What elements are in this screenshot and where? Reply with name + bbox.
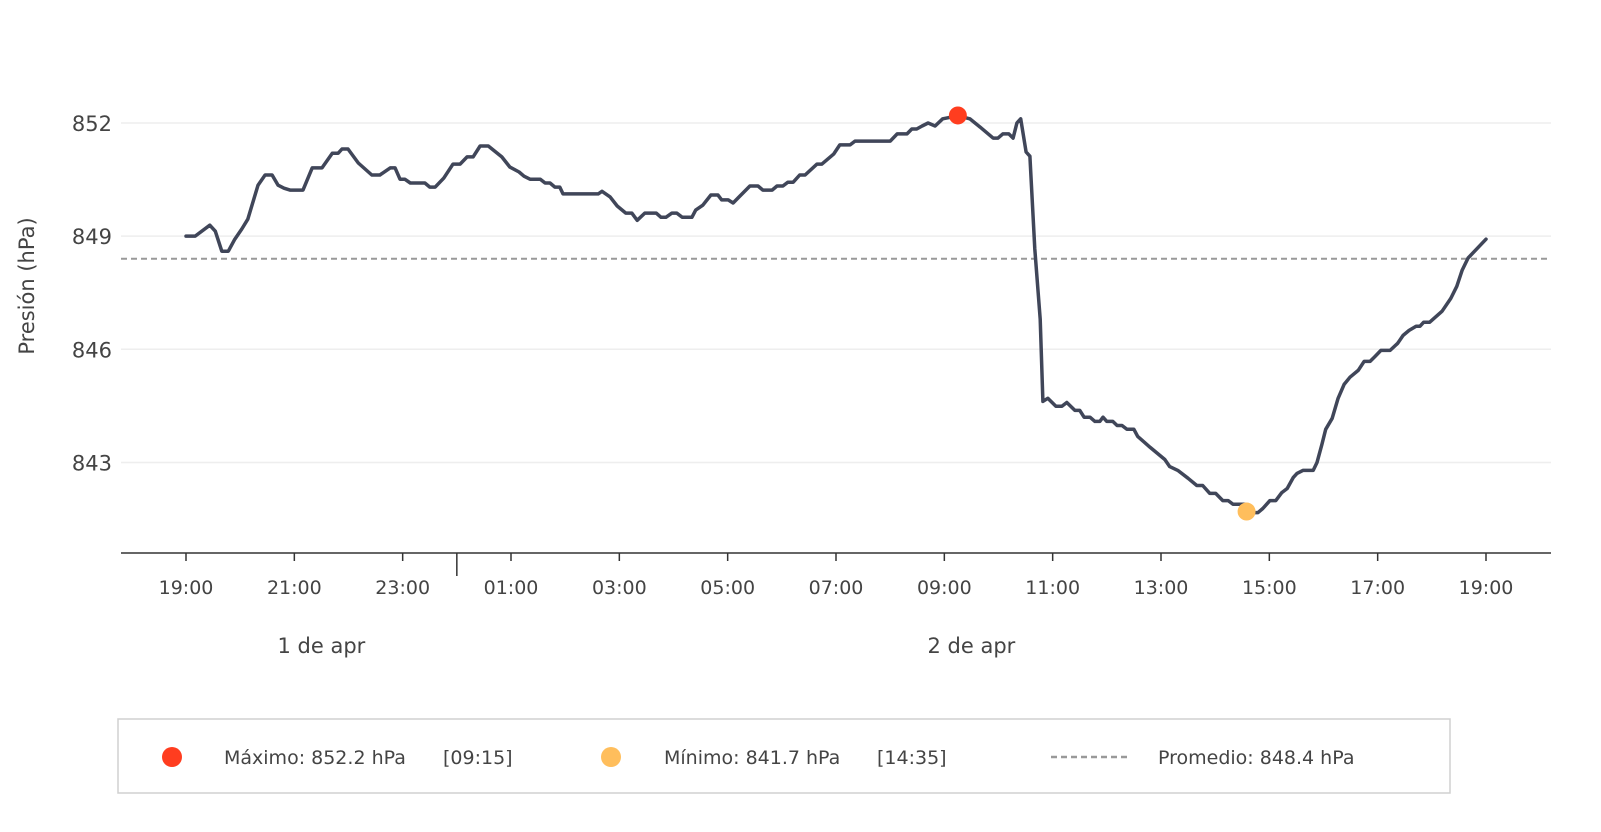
x-tick-label: 19:00: [159, 577, 214, 599]
y-axis-ticks: 843 846 849 852: [72, 112, 112, 475]
day-label: 1 de apr: [278, 634, 366, 658]
x-tick-label: 21:00: [267, 577, 322, 599]
x-tick-label: 03:00: [592, 577, 647, 599]
legend: Máximo: 852.2 hPa [09:15] Mínimo: 841.7 …: [117, 718, 1451, 794]
x-tick-label: 13:00: [1134, 577, 1189, 599]
x-tick-label: 15:00: [1242, 577, 1297, 599]
day-label: 2 de apr: [928, 634, 1016, 658]
x-tick-label: 23:00: [375, 577, 430, 599]
legend-min-marker: [601, 747, 621, 767]
x-tick-label: 09:00: [917, 577, 972, 599]
legend-box: [117, 718, 1451, 794]
x-tick-label: 17:00: [1350, 577, 1405, 599]
x-axis-ticks: 19:00 21:00 23:00 01:00 03:00 05:00 07:00 09:00…: [159, 553, 1514, 599]
legend-max-marker: [162, 747, 182, 767]
y-tick-label: 849: [72, 225, 112, 249]
pressure-series-line: [184, 114, 1488, 515]
legend-average-label: Promedio: 848.4 hPa: [1158, 747, 1354, 769]
legend-min-label: Mínimo: 841.7 hPa: [664, 747, 840, 769]
legend-max-label: Máximo: 852.2 hPa: [224, 747, 406, 769]
x-tick-label: 05:00: [700, 577, 755, 599]
grid-lines: [121, 122, 1551, 464]
y-tick-label: 852: [72, 112, 112, 136]
x-tick-label: 01:00: [484, 577, 539, 599]
legend-min-time: [14:35]: [877, 747, 947, 769]
x-tick-label: 07:00: [809, 577, 864, 599]
x-tick-label: 19:00: [1459, 577, 1514, 599]
day-labels: 1 de apr 2 de apr: [278, 634, 1016, 658]
max-point-marker: [948, 106, 967, 125]
legend-max-time: [09:15]: [443, 747, 513, 769]
y-tick-label: 843: [72, 451, 112, 475]
y-tick-label: 846: [72, 338, 112, 362]
x-tick-label: 11:00: [1025, 577, 1080, 599]
min-point-marker: [1237, 502, 1256, 521]
y-axis-label: Presión (hPa): [15, 217, 39, 354]
